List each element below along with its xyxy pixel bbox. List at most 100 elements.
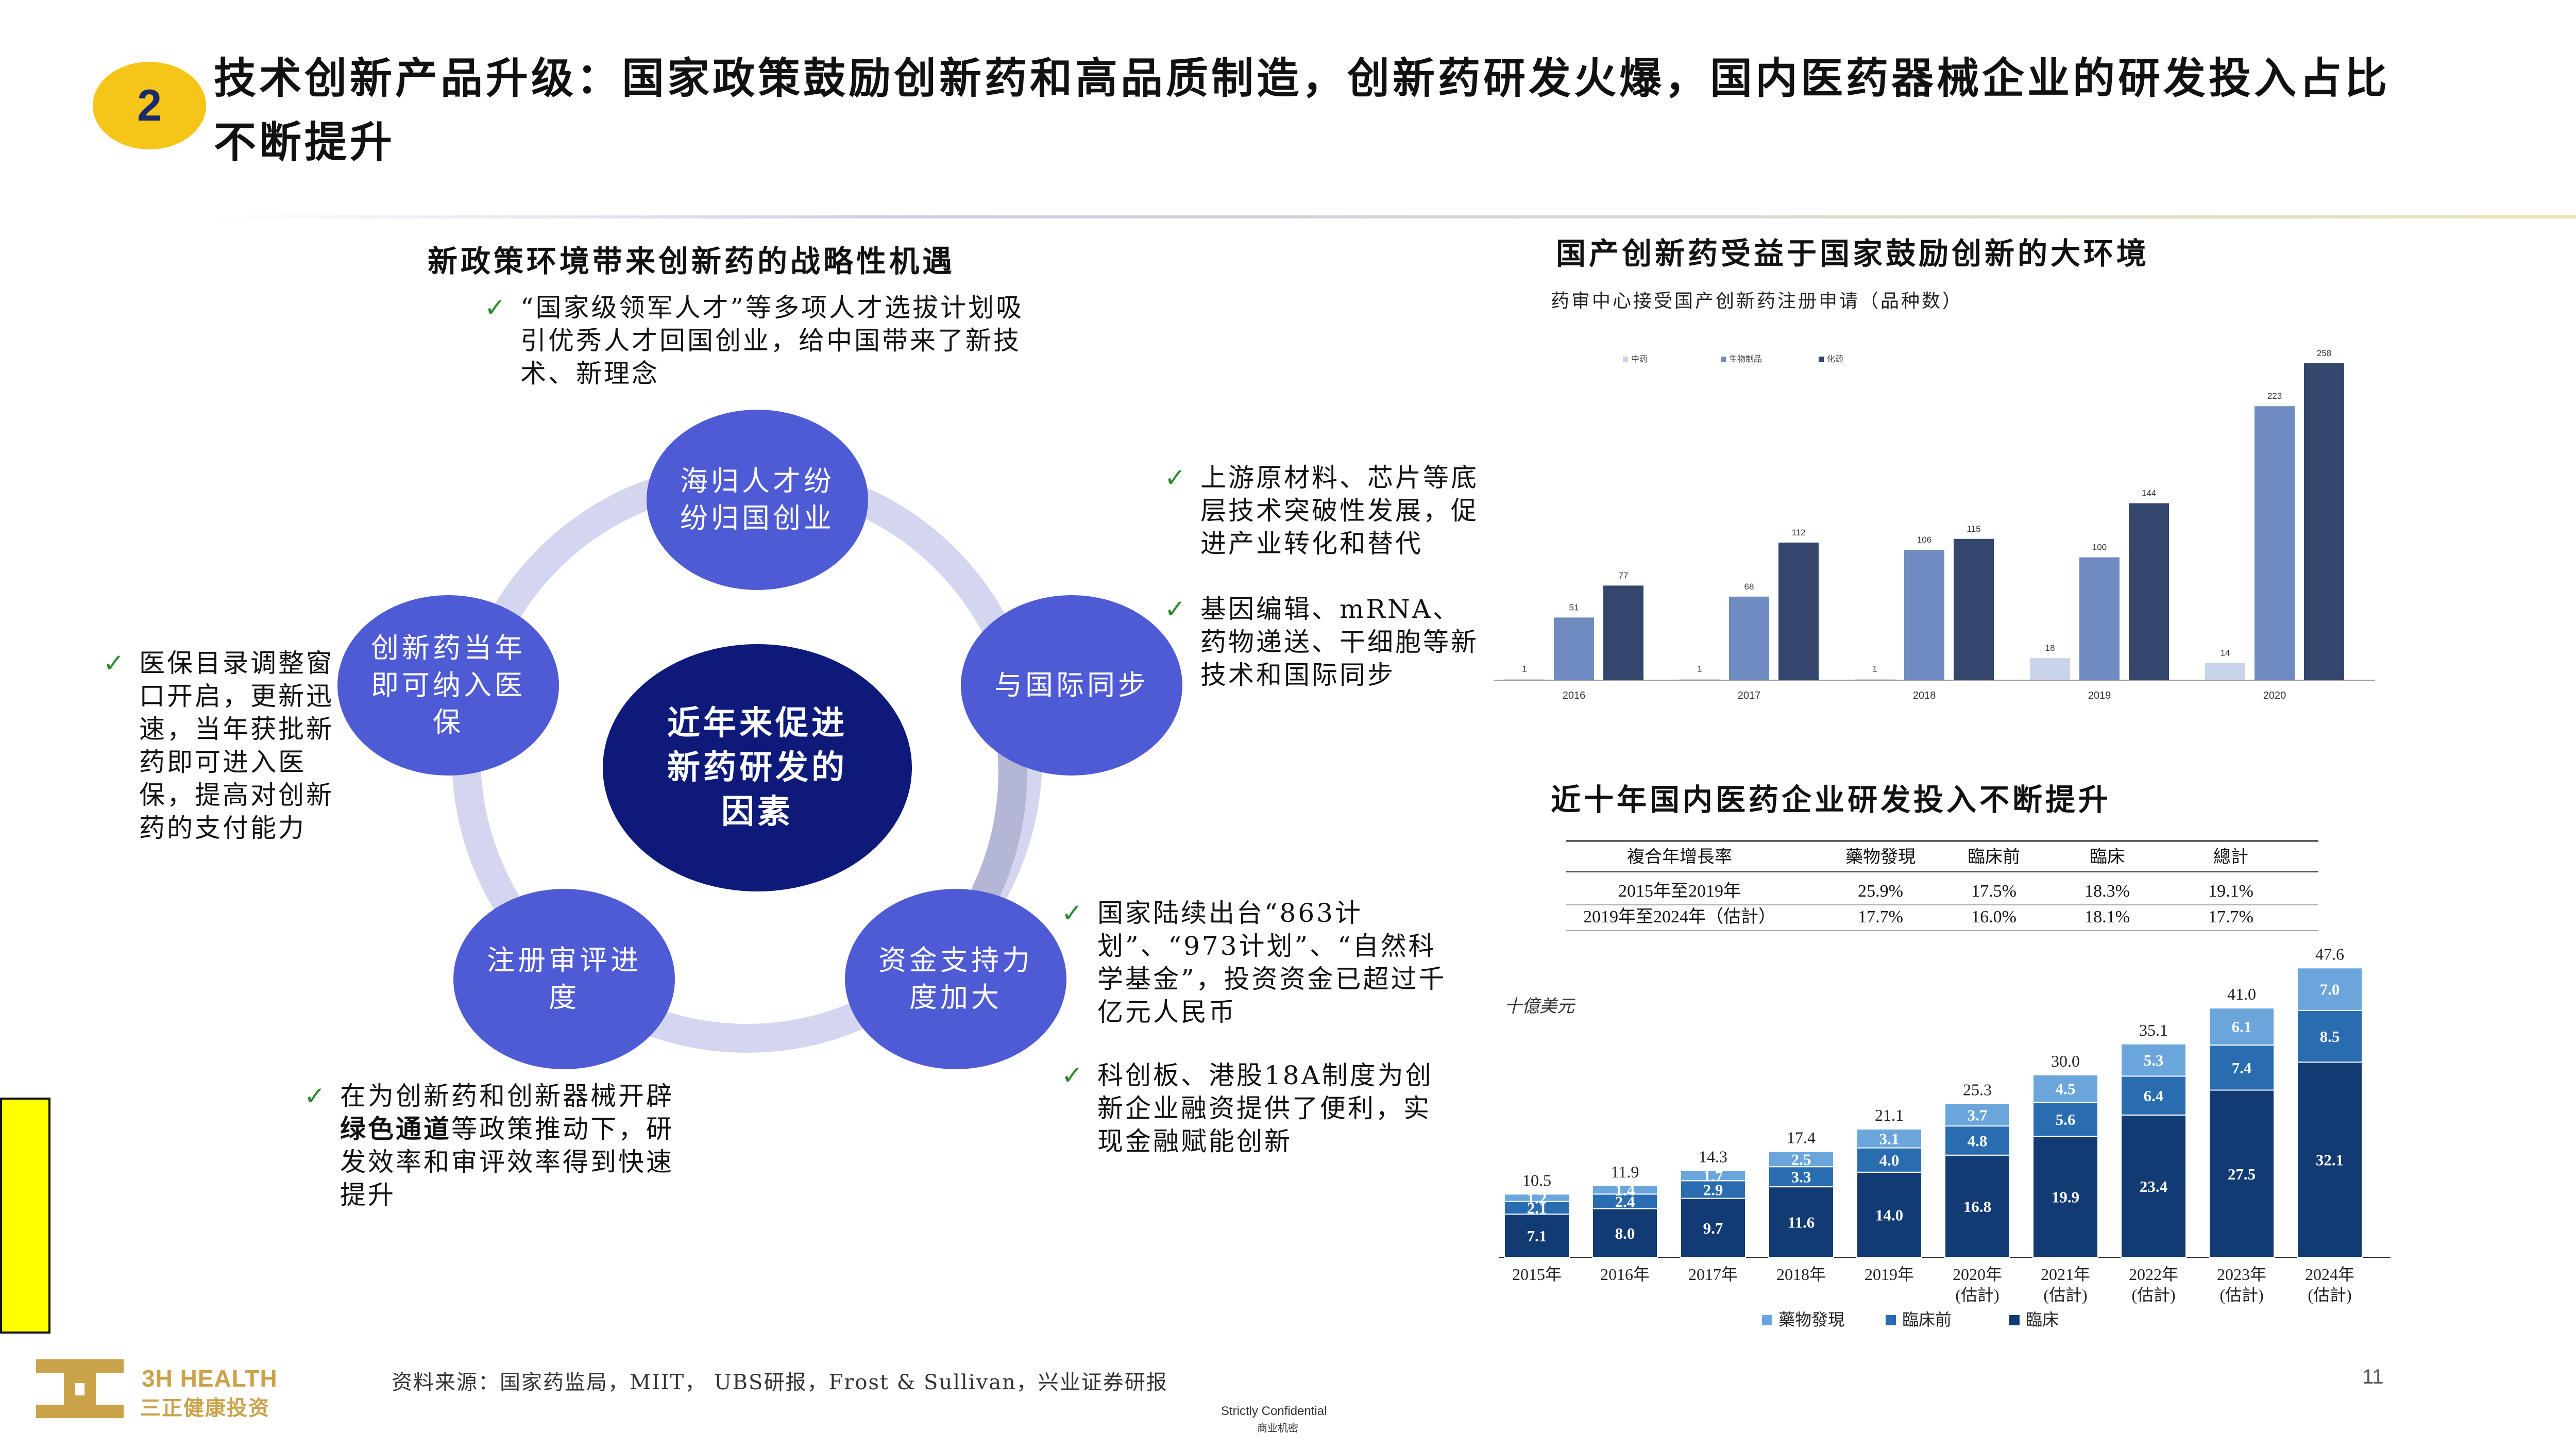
segment-label: 32.1 bbox=[2316, 1151, 2344, 1169]
confidential-en: Strictly Confidential bbox=[1221, 1404, 1327, 1418]
segment-label: 23.4 bbox=[2140, 1177, 2167, 1195]
x-tick-label: 2016 bbox=[1563, 690, 1586, 701]
logo-brand-text: 3H HEALTH bbox=[142, 1365, 278, 1392]
bar bbox=[2030, 658, 2070, 680]
stacked-bar-segment bbox=[1504, 1193, 1570, 1202]
stacked-bar-segment bbox=[1856, 1171, 1922, 1258]
stacked-bar-segment bbox=[2121, 1043, 2187, 1077]
data-label: 106 bbox=[1917, 535, 1931, 545]
x-tick-label: 2024年 bbox=[2305, 1265, 2354, 1284]
bullet-green-channel: ✓ 在为创新药和创新器械开辟绿色通道等政策推动下，研发效率和审评效率得到快速提升 bbox=[304, 1080, 696, 1211]
x-tick-label: 2019 bbox=[2088, 690, 2111, 701]
stacked-bar-segment bbox=[1768, 1166, 1834, 1188]
table-header: 臨床 bbox=[2090, 847, 2125, 867]
segment-label: 1.2 bbox=[1527, 1189, 1547, 1207]
total-label: 25.3 bbox=[1963, 1080, 1992, 1099]
stacked-bar-segment bbox=[2032, 1136, 2098, 1258]
x-tick-label: 2018 bbox=[1913, 690, 1936, 701]
divider bbox=[196, 215, 2576, 218]
table-cell: 17.7% bbox=[1858, 907, 1903, 926]
x-tick-label: 2017年 bbox=[1688, 1265, 1738, 1284]
x-tick-label: 2020年 bbox=[1953, 1265, 2002, 1284]
table-cell: 19.1% bbox=[2208, 882, 2253, 901]
table-cell: 16.0% bbox=[1971, 907, 2016, 926]
stacked-bar-segment bbox=[2121, 1075, 2187, 1116]
stacked-bar-segment bbox=[1768, 1186, 1834, 1258]
table-cell: 17.5% bbox=[1971, 882, 2016, 901]
data-label: 1 bbox=[1522, 664, 1527, 674]
table-cell: 2015年至2019年 bbox=[1618, 881, 1741, 901]
segment-label: 2.4 bbox=[1615, 1192, 1635, 1210]
total-label: 17.4 bbox=[1787, 1128, 1816, 1147]
segment-label: 4.5 bbox=[2056, 1080, 2076, 1098]
legend-label: 化药 bbox=[1827, 355, 1843, 364]
bar bbox=[2079, 557, 2120, 680]
stacked-bar-segment bbox=[1944, 1103, 2010, 1127]
segment-label: 7.1 bbox=[1527, 1227, 1547, 1245]
check-icon: ✓ bbox=[1061, 898, 1085, 928]
segment-label: 5.6 bbox=[2056, 1110, 2076, 1128]
bullet-insurance: ✓ 医保目录调整窗口开启，更新迅速，当年获批新药即可进入医保，提高对创新药的支付能… bbox=[103, 647, 350, 845]
x-tick-sublabel: (估計) bbox=[2308, 1286, 2351, 1304]
data-label: 14 bbox=[2221, 648, 2230, 658]
stacked-bar-segment bbox=[1944, 1125, 2010, 1156]
page-number: 11 bbox=[2362, 1366, 2384, 1388]
table-cell: 25.9% bbox=[1858, 882, 1903, 901]
table-cell: 18.3% bbox=[2084, 882, 2130, 901]
segment-label: 6.1 bbox=[2232, 1018, 2252, 1036]
data-label: 223 bbox=[2267, 391, 2282, 401]
segment-label: 2.5 bbox=[1791, 1150, 1811, 1168]
company-logo-icon bbox=[31, 1355, 129, 1422]
green-channel-highlight: 绿色通道 bbox=[340, 1114, 451, 1144]
center-factor-node: 近年来促进新药研发的因素 bbox=[603, 644, 912, 891]
legend-swatch bbox=[1762, 1315, 1772, 1325]
stacked-bar-segment bbox=[1944, 1154, 2010, 1258]
check-icon: ✓ bbox=[484, 293, 508, 323]
stacked-bar-segment bbox=[1504, 1201, 1570, 1215]
bullet-talent: ✓ “国家级领军人才”等多项人才选拔计划吸引优秀人才回国创业，给中国带来了新技术、… bbox=[484, 291, 1030, 390]
legend-label: 生物制品 bbox=[1729, 355, 1762, 364]
bar bbox=[1904, 550, 1944, 680]
total-label: 21.1 bbox=[1875, 1106, 1904, 1124]
bar bbox=[1855, 679, 1895, 680]
node-medical-insurance: 创新药当年即可纳入医保 bbox=[337, 595, 559, 776]
bar bbox=[1603, 585, 1643, 680]
total-label: 41.0 bbox=[2227, 985, 2256, 1003]
node-funding-support: 资金支持力度加大 bbox=[845, 889, 1066, 1069]
segment-label: 6.4 bbox=[2144, 1087, 2164, 1105]
bar bbox=[2304, 363, 2344, 680]
segment-label: 27.5 bbox=[2228, 1165, 2256, 1183]
segment-label: 7.0 bbox=[2320, 981, 2340, 999]
stacked-bar-segment bbox=[1504, 1214, 1570, 1258]
data-label: 115 bbox=[1967, 524, 1980, 534]
bullet-upstream-tech: ✓ 上游原材料、芯片等底层技术突破性发展，促进产业转化和替代 bbox=[1164, 461, 1484, 560]
x-tick-label: 2015年 bbox=[1512, 1265, 1562, 1284]
stacked-bar-segment bbox=[1680, 1180, 1746, 1199]
segment-label: 5.3 bbox=[2144, 1051, 2164, 1069]
total-label: 14.3 bbox=[1699, 1147, 1727, 1166]
stacked-bar-segment bbox=[2032, 1102, 2098, 1137]
data-label: 1 bbox=[1872, 664, 1877, 674]
bar bbox=[1554, 617, 1594, 680]
legend-label: 臨床 bbox=[2026, 1310, 2059, 1329]
check-icon: ✓ bbox=[1164, 594, 1188, 624]
segment-label: 7.4 bbox=[2232, 1059, 2252, 1077]
stacked-bar-segment bbox=[1592, 1185, 1658, 1195]
check-icon: ✓ bbox=[304, 1081, 328, 1111]
total-label: 47.6 bbox=[2315, 945, 2344, 963]
stacked-bar-segment bbox=[1856, 1147, 1922, 1173]
bullet-new-tech: ✓ 基因编辑、mRNA、药物递送、干细胞等新技术和国际同步 bbox=[1164, 593, 1484, 692]
section-number-badge: 2 bbox=[93, 62, 206, 149]
x-tick-label: 2020 bbox=[2263, 690, 2286, 701]
table-header: 總計 bbox=[2213, 847, 2248, 867]
segment-label: 9.7 bbox=[1703, 1219, 1723, 1237]
legend-label: 臨床前 bbox=[1902, 1310, 1952, 1329]
total-label: 35.1 bbox=[2139, 1021, 2168, 1039]
bullet-capital-market: ✓ 科创板、港股18A制度为创新企业融资提供了便利，实现金融赋能创新 bbox=[1061, 1059, 1458, 1158]
x-tick-sublabel: (估計) bbox=[1955, 1286, 1999, 1304]
x-tick-label: 2019年 bbox=[1865, 1265, 1914, 1284]
legend-label: 藥物發現 bbox=[1778, 1310, 1844, 1329]
table-header: 藥物發現 bbox=[1845, 847, 1916, 867]
data-label: 68 bbox=[1744, 582, 1754, 592]
stacked-bar-segment bbox=[1592, 1208, 1658, 1258]
